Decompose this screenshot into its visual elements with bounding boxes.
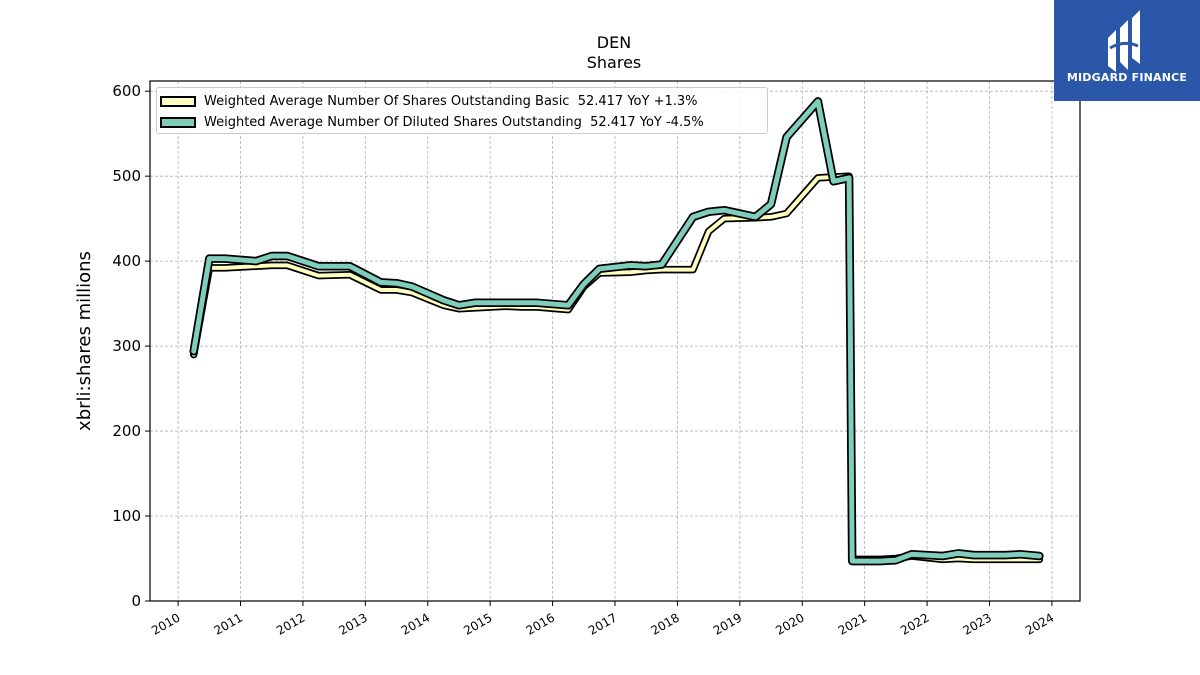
x-tick-label: 2019 [711,610,744,637]
x-tick-label: 2022 [898,610,931,637]
legend-swatch-basic [160,95,196,107]
chart-subtitle: Shares [587,53,642,72]
y-tick-label: 0 [131,592,141,610]
grid-lines [150,81,1080,602]
x-tick-label: 2020 [773,610,806,637]
x-tick-label: 2016 [524,610,557,637]
y-tick-label: 500 [112,167,141,185]
x-tick-label: 2024 [1023,610,1056,637]
x-tick-label: 2010 [149,610,182,637]
x-tick-label: 2011 [212,610,245,637]
y-tick-label: 200 [112,422,141,440]
legend-swatch-diluted [160,116,196,128]
x-tick-label: 2021 [836,610,869,637]
series-outline-1 [189,97,1044,566]
x-tick-label: 2012 [274,610,307,637]
chart-title: DEN [597,33,631,52]
x-tick-label: 2013 [336,610,369,637]
x-tick-label: 2015 [461,610,494,637]
x-axis-ticks: 2010 2011 2012 2013 2014 2015 2016 2017 2018 2019… [149,601,1056,638]
y-tick-label: 300 [112,337,141,355]
x-tick-label: 2017 [586,610,619,637]
legend-item-basic: Weighted Average Number Of Shares Outsta… [160,92,698,110]
legend-label-basic: Weighted Average Number Of Shares Outsta… [204,93,698,109]
series-outline-0 [189,172,1044,564]
legend-item-diluted: Weighted Average Number Of Diluted Share… [160,113,704,131]
series-layer [189,97,1044,566]
y-axis-ticks: 0 100 200 300 400 500 600 [112,82,150,610]
y-tick-label: 600 [112,82,141,100]
x-tick-label: 2018 [648,610,681,637]
logo-text: MIDGARD FINANCE [1066,71,1188,84]
y-tick-label: 100 [112,507,141,525]
chart-legend: Weighted Average Number Of Shares Outsta… [156,87,768,134]
midgard-logo-icon [1108,10,1140,72]
x-tick-label: 2014 [399,610,432,637]
legend-label-diluted: Weighted Average Number Of Diluted Share… [204,114,704,130]
y-axis-label: xbrli:shares millions [74,251,95,431]
midgard-finance-logo: MIDGARD FINANCE [1054,0,1200,101]
series-line-0 [191,174,1042,562]
series-line-1 [191,98,1042,564]
y-tick-label: 400 [112,252,141,270]
x-tick-label: 2023 [961,610,994,637]
